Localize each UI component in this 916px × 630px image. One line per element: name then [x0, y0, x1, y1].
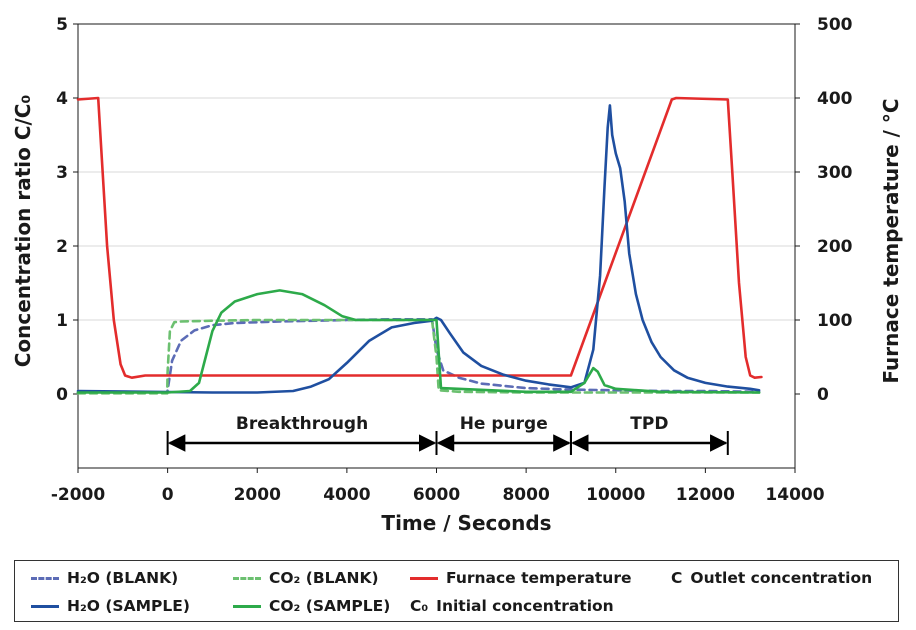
x-tick-label: 6000	[413, 485, 460, 505]
x-tick-label: 4000	[323, 485, 370, 505]
legend-swatch-co2-blank	[233, 576, 261, 580]
series-line-h-o-sample	[76, 104, 761, 394]
legend-item-c0: C₀ Initial concentration	[410, 597, 614, 615]
x-tick-label: 2000	[234, 485, 281, 505]
phase-label: He purge	[460, 414, 548, 434]
x-tick-label: -2000	[51, 485, 106, 505]
x-tick-label: 0	[162, 485, 174, 505]
x-tick-label: 8000	[502, 485, 549, 505]
legend-swatch-h2o-sample	[31, 604, 59, 608]
x-tick-label: 14000	[765, 485, 824, 505]
series-line-co-blank	[76, 318, 761, 395]
y-tick-label: 4	[56, 89, 68, 109]
y2-axis-title: Furnace temperature / °C	[879, 98, 903, 383]
y2-tick-label: 500	[817, 15, 853, 35]
legend-item-c: C Outlet concentration	[671, 569, 872, 587]
legend-item-furnace: Furnace temperature	[410, 569, 631, 587]
legend-symbol-c0: C₀	[410, 597, 429, 615]
legend-item-co2-sample: CO₂ (SAMPLE)	[233, 597, 390, 615]
legend-label-h2o-blank: H₂O (BLANK)	[67, 569, 179, 587]
y2-tick-label: 300	[817, 163, 853, 183]
y2-tick-label: 400	[817, 89, 853, 109]
legend-label-co2-blank: CO₂ (BLANK)	[269, 569, 379, 587]
legend-symbol-c: C	[671, 569, 683, 587]
phase-label: Breakthrough	[236, 414, 368, 434]
legend: H₂O (BLANK) CO₂ (BLANK) Furnace temperat…	[14, 560, 899, 622]
legend-swatch-h2o-blank	[31, 576, 59, 580]
legend-label-h2o-sample: H₂O (SAMPLE)	[67, 597, 190, 615]
series-line-h-o-blank	[76, 317, 761, 394]
y-tick-label: 1	[56, 311, 68, 331]
legend-label-furnace: Furnace temperature	[446, 569, 632, 587]
phase-label: TPD	[630, 414, 668, 434]
y2-tick-label: 0	[817, 385, 829, 405]
y-tick-label: 2	[56, 237, 68, 257]
legend-item-h2o-sample: H₂O (SAMPLE)	[31, 597, 190, 615]
y-axis-title: Concentration ratio C/C₀	[11, 95, 35, 368]
legend-swatch-furnace	[410, 576, 438, 580]
legend-item-h2o-blank: H₂O (BLANK)	[31, 569, 178, 587]
y-tick-label: 0	[56, 385, 68, 405]
legend-label-c: Outlet concentration	[690, 569, 873, 587]
y-tick-label: 3	[56, 163, 68, 183]
x-axis-title: Time / Seconds	[381, 511, 551, 535]
legend-swatch-co2-sample	[233, 604, 261, 608]
series-line-furnace-temperature	[76, 96, 763, 380]
x-tick-label: 12000	[676, 485, 735, 505]
legend-label-c0: Initial concentration	[436, 597, 614, 615]
x-tick-label: 10000	[586, 485, 645, 505]
y2-tick-label: 100	[817, 311, 853, 331]
chart-plot: 0 1 2 3 4 5 0 100 200 300 400 500 -2000 0 2000 4000 6000…	[11, 15, 903, 535]
y-tick-label: 5	[56, 15, 68, 35]
y2-tick-label: 200	[817, 237, 853, 257]
legend-item-co2-blank: CO₂ (BLANK)	[233, 569, 379, 587]
legend-label-co2-sample: CO₂ (SAMPLE)	[269, 597, 391, 615]
series-line-co-sample	[76, 289, 761, 394]
